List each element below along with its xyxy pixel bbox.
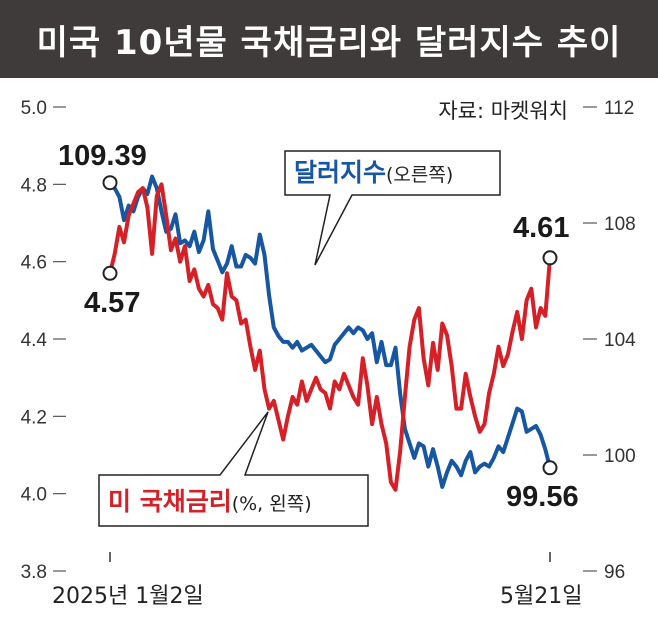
right-tick-label: 112: [604, 98, 634, 119]
dollar-callout: 달러지수(오른쪽): [284, 150, 501, 266]
left-tick-label: 4.2: [21, 407, 47, 428]
right-axis: 112 108 104 100 96: [583, 98, 636, 583]
left-tick-label: 3.8: [21, 562, 47, 583]
dollar-callout-text: 달러지수(오른쪽): [294, 158, 453, 187]
yield-callout: 미 국채금리(%, 왼쪽): [98, 411, 369, 527]
dollar-callout-box: [284, 150, 501, 266]
dollar-series-axis: (오른쪽): [386, 164, 453, 186]
yield-line: [108, 182, 552, 492]
dollar-index-line: [108, 174, 552, 489]
left-tick-label: 4.0: [21, 485, 47, 506]
yield-start-label: 4.57: [84, 287, 140, 319]
start-date-label: 2025년 1월2일: [52, 584, 204, 609]
left-tick-label: 5.0: [21, 98, 47, 119]
dollar-end-marker: [542, 460, 558, 476]
yield-end-label: 4.61: [513, 212, 569, 244]
end-date-label: 5월21일: [500, 584, 582, 609]
dollar-end-label: 99.56: [506, 481, 579, 513]
right-tick-label: 100: [604, 446, 636, 467]
chart-title: 미국 10년물 국채금리와 달러지수 추이: [0, 0, 658, 78]
left-tick-label: 4.6: [21, 253, 47, 274]
yield-series-axis: (%, 왼쪽): [232, 493, 312, 515]
yield-callout-text: 미 국채금리(%, 왼쪽): [108, 487, 312, 516]
dollar-series-name: 달러지수: [294, 158, 386, 187]
dollar-start-label: 109.39: [58, 140, 147, 172]
right-tick-label: 96: [604, 562, 625, 583]
dollar-start-marker: [102, 175, 118, 191]
yield-start-marker: [102, 265, 118, 281]
right-tick-label: 104: [604, 330, 636, 351]
source-note: 자료: 마켓워치: [438, 99, 568, 123]
yield-end-marker: [542, 250, 558, 266]
left-axis: 5.0 4.8 4.6 4.4 4.2 4.0 3.8: [21, 98, 66, 583]
left-tick-label: 4.8: [21, 175, 47, 196]
yield-series-name: 미 국채금리: [108, 487, 232, 516]
right-tick-label: 108: [604, 214, 636, 235]
left-tick-label: 4.4: [21, 330, 48, 351]
yield-callout-box: [98, 411, 369, 527]
